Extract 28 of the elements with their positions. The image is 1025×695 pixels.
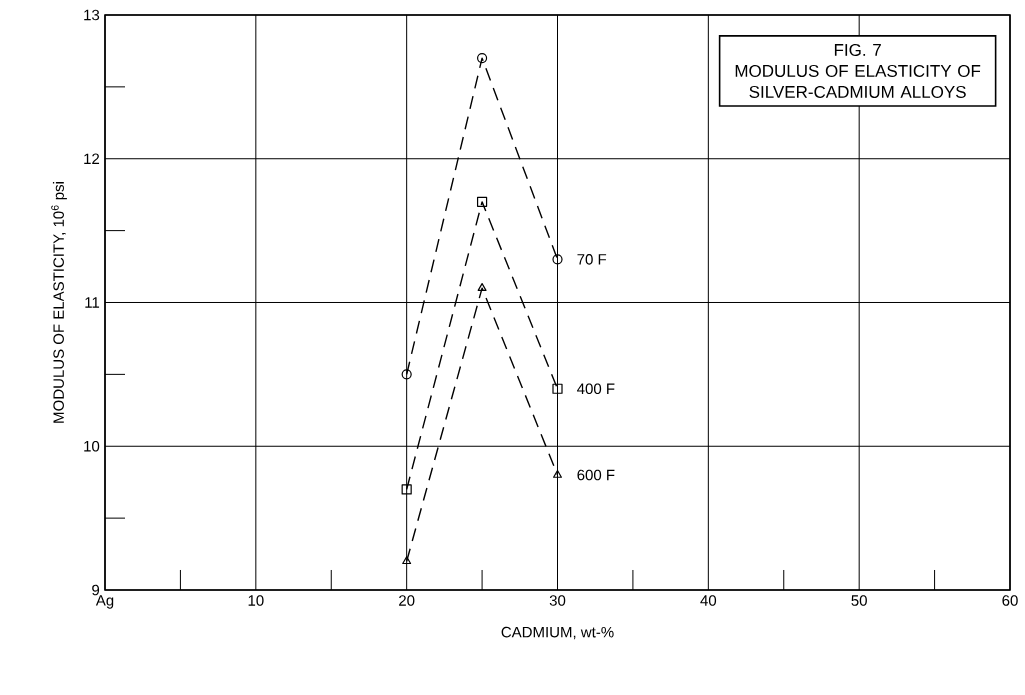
point (553, 469, 562, 478)
point (552, 383, 563, 394)
series-label: 600 F (577, 469, 615, 481)
y-tick-label: 9 (92, 584, 100, 596)
y-tick-label: 13 (84, 9, 100, 21)
x-tick-label: 60 (1002, 595, 1018, 606)
x-tick-label: Ag (95, 595, 114, 609)
y-tick-label: 12 (84, 153, 100, 164)
series-label: 400 F (577, 383, 615, 395)
x-tick-label: 10 (248, 595, 264, 606)
point (402, 556, 412, 565)
y-tick-label: 11 (85, 297, 100, 308)
x-axis-title: CADMIUM, wt-% (501, 626, 614, 640)
point (476, 53, 488, 64)
text: MODULUS OF ELASTICITY OF SILVER-CADMIUM ALLOYS (735, 64, 981, 98)
y-tick-label: 10 (84, 440, 100, 452)
x-tick-label: 20 (399, 595, 415, 606)
point (401, 484, 412, 495)
text: FIG. 7 (834, 43, 881, 56)
series-label: 70 F (577, 254, 607, 265)
x-tick-label: 40 (700, 595, 717, 606)
point (477, 283, 487, 291)
point (401, 369, 412, 380)
point (552, 254, 563, 265)
x-tick-label: 50 (851, 595, 867, 606)
y-axis-title: MODULUS OF ELASTICITY, 10$^{6}$ psi (51, 182, 67, 423)
point (476, 196, 488, 207)
x-tick-label: 30 (549, 595, 566, 606)
